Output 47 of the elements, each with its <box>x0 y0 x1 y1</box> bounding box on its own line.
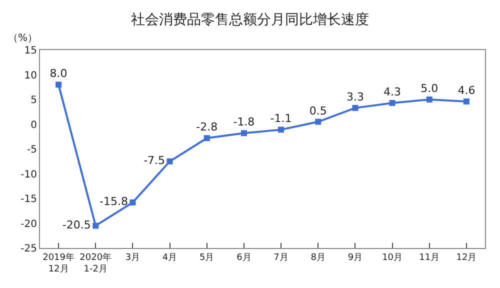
x-tick-label: 3月 <box>125 252 140 263</box>
y-tick-label: -15 <box>20 194 37 205</box>
y-tick-label: -25 <box>20 244 37 254</box>
point <box>204 135 210 142</box>
point <box>315 118 322 125</box>
point <box>352 104 358 111</box>
text: -7.5 <box>144 154 166 168</box>
point <box>166 158 173 164</box>
point <box>278 126 284 133</box>
text: -2.8 <box>196 120 218 134</box>
text: -1.8 <box>233 116 255 129</box>
x-tick-label: 2019年 12月 <box>42 252 74 274</box>
x-tick-label: 9月 <box>348 252 363 263</box>
point <box>389 100 396 106</box>
x-tick-label: 11月 <box>419 252 440 263</box>
y-tick-label: -10 <box>20 169 37 180</box>
text: -15.8 <box>99 195 128 208</box>
x-tick-label: 6月 <box>236 252 252 263</box>
point <box>240 130 247 136</box>
point <box>92 222 99 229</box>
y-tick-label: 5 <box>30 95 37 106</box>
y-tick-label: 15 <box>24 46 37 56</box>
text: 8.0 <box>50 67 68 80</box>
point <box>463 98 470 104</box>
y-tick-label: -20 <box>20 218 37 230</box>
x-tick-label: 5月 <box>200 252 214 263</box>
text: 0.5 <box>309 104 327 118</box>
point <box>130 199 136 206</box>
x-tick-label: 2020年 1-2月 <box>80 252 112 274</box>
text: -20.5 <box>62 218 91 232</box>
text: 3.3 <box>346 90 364 104</box>
point <box>426 96 432 102</box>
y-tick-label: 0 <box>30 120 37 131</box>
text: -1.1 <box>270 112 292 126</box>
y-tick-label: -5 <box>27 144 37 156</box>
text: 5.0 <box>420 82 438 95</box>
x-tick-label: 10月 <box>382 252 403 263</box>
y-axis-title: （%） <box>8 33 38 44</box>
y-tick-label: 10 <box>24 70 37 82</box>
chart-title: 社会消费品零售总额分月同比增长速度 <box>131 12 369 28</box>
x-tick-label: 12月 <box>456 252 477 263</box>
text: 4.6 <box>458 84 476 97</box>
x-tick-label: 7月 <box>274 252 288 263</box>
x-tick-label: 4月 <box>162 252 178 263</box>
point <box>56 82 62 88</box>
text: 4.3 <box>384 85 402 98</box>
x-tick-label: 8月 <box>310 252 326 263</box>
